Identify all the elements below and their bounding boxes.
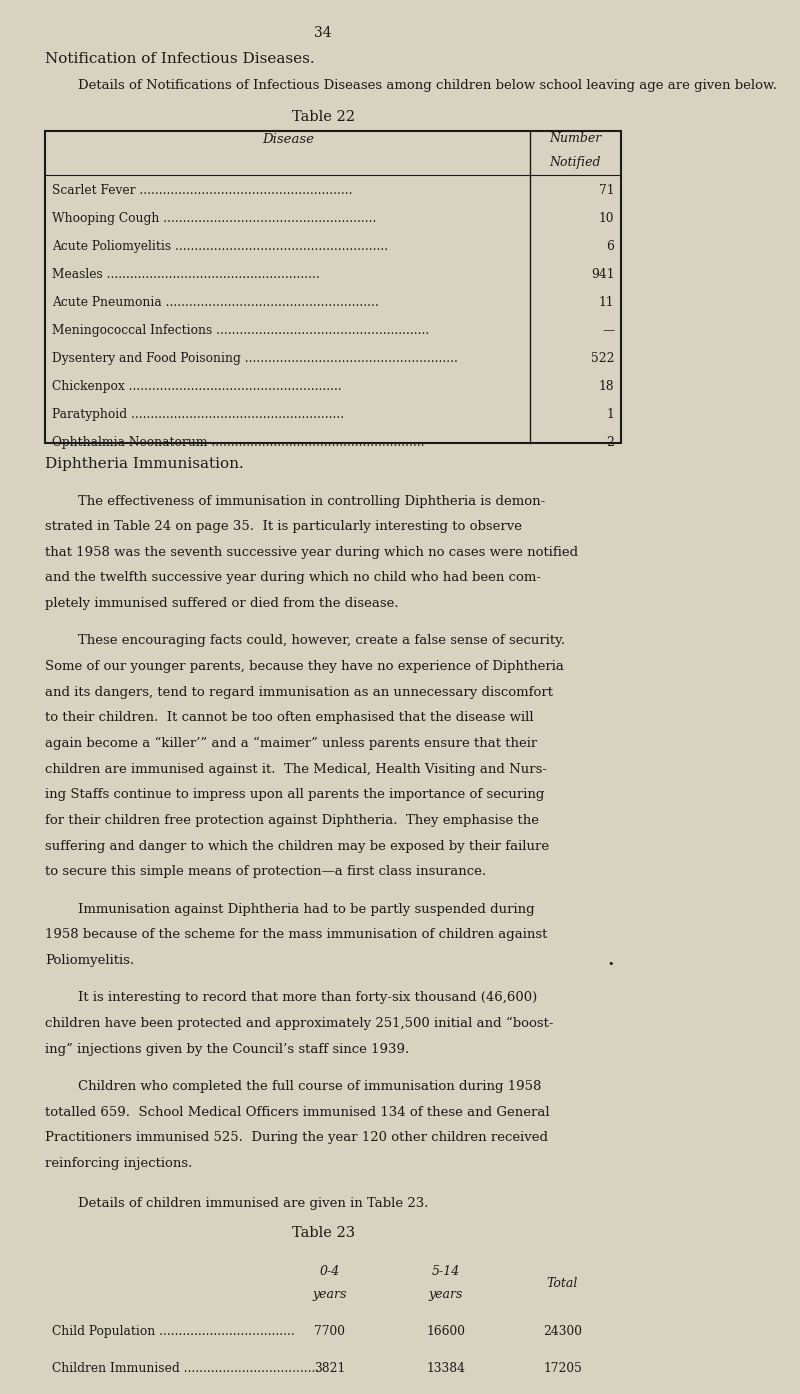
Text: Disease: Disease [262,132,314,146]
Text: 13384: 13384 [426,1362,466,1376]
Text: children are immunised against it.  The Medical, Health Visiting and Nurs-: children are immunised against it. The M… [46,763,547,776]
Text: and the twelfth successive year during which no child who had been com-: and the twelfth successive year during w… [46,572,542,584]
Text: reinforcing injections.: reinforcing injections. [46,1157,193,1170]
Text: children have been protected and approximately 251,500 initial and “boost-: children have been protected and approxi… [46,1018,554,1030]
Text: suffering and danger to which the children may be exposed by their failure: suffering and danger to which the childr… [46,839,550,853]
Text: 17205: 17205 [543,1362,582,1376]
Text: to secure this simple means of protection—a first class insurance.: to secure this simple means of protectio… [46,866,486,878]
Text: years: years [429,1288,463,1301]
Text: 16600: 16600 [426,1324,466,1338]
Text: 5-14: 5-14 [432,1266,460,1278]
Text: —: — [602,325,614,337]
Text: 11: 11 [598,297,614,309]
Text: Number: Number [550,132,602,145]
Text: 3821: 3821 [314,1362,346,1376]
Text: 6: 6 [606,240,614,254]
Text: Practitioners immunised 525.  During the year 120 other children received: Practitioners immunised 525. During the … [46,1132,548,1144]
Text: to their children.  It cannot be too often emphasised that the disease will: to their children. It cannot be too ofte… [46,711,534,725]
Text: Whooping Cough .......................................................: Whooping Cough .........................… [52,212,376,226]
Text: years: years [313,1288,347,1301]
Text: Chickenpox .......................................................: Chickenpox .............................… [52,381,342,393]
Text: 1958 because of the scheme for the mass immunisation of children against: 1958 because of the scheme for the mass … [46,928,548,941]
Text: Details of Notifications of Infectious Diseases among children below school leav: Details of Notifications of Infectious D… [78,79,777,92]
Text: 18: 18 [598,381,614,393]
Text: Poliomyelitis.: Poliomyelitis. [46,953,134,967]
Text: Scarlet Fever .......................................................: Scarlet Fever ..........................… [52,184,352,198]
Text: It is interesting to record that more than forty-six thousand (46,600): It is interesting to record that more th… [78,991,537,1004]
Text: Notification of Infectious Diseases.: Notification of Infectious Diseases. [46,53,315,67]
Text: for their children free protection against Diphtheria.  They emphasise the: for their children free protection again… [46,814,539,827]
Text: Total: Total [547,1277,578,1289]
Text: Meningococcal Infections .......................................................: Meningococcal Infections ...............… [52,325,429,337]
Text: Details of children immunised are given in Table 23.: Details of children immunised are given … [78,1196,428,1210]
Text: The effectiveness of immunisation in controlling Diphtheria is demon-: The effectiveness of immunisation in con… [78,495,545,507]
Text: 7700: 7700 [314,1324,346,1338]
Text: 34: 34 [314,25,332,39]
Text: Children who completed the full course of immunisation during 1958: Children who completed the full course o… [78,1080,541,1093]
Text: Table 23: Table 23 [292,1225,355,1239]
Text: Notified: Notified [550,156,602,169]
Text: 71: 71 [598,184,614,198]
Text: Dysentery and Food Poisoning ...................................................: Dysentery and Food Poisoning ...........… [52,353,458,365]
Text: 522: 522 [590,353,614,365]
Text: ing Staffs continue to impress upon all parents the importance of securing: ing Staffs continue to impress upon all … [46,789,545,802]
Text: pletely immunised suffered or died from the disease.: pletely immunised suffered or died from … [46,597,399,611]
Text: totalled 659.  School Medical Officers immunised 134 of these and General: totalled 659. School Medical Officers im… [46,1105,550,1118]
Text: Immunisation against Diphtheria had to be partly suspended during: Immunisation against Diphtheria had to b… [78,903,534,916]
Text: 1: 1 [606,408,614,421]
Text: and its dangers, tend to regard immunisation as an unnecessary discomfort: and its dangers, tend to regard immunisa… [46,686,554,698]
Text: 10: 10 [598,212,614,226]
Text: Acute Pneumonia .......................................................: Acute Pneumonia ........................… [52,297,378,309]
Text: Children Immunised ...................................: Children Immunised .....................… [52,1362,319,1376]
Text: 941: 941 [590,268,614,282]
Text: ing” injections given by the Council’s staff since 1939.: ing” injections given by the Council’s s… [46,1043,410,1055]
Text: 0-4: 0-4 [320,1266,340,1278]
Text: Child Population ...................................: Child Population .......................… [52,1324,294,1338]
Text: •: • [608,959,614,969]
Text: Some of our younger parents, because they have no experience of Diphtheria: Some of our younger parents, because the… [46,661,564,673]
Text: 24300: 24300 [543,1324,582,1338]
Text: again become a “killer’” and a “maimer” unless parents ensure that their: again become a “killer’” and a “maimer” … [46,737,538,750]
Text: Ophthalmia Neonatorum .......................................................: Ophthalmia Neonatorum ..................… [52,436,424,449]
Text: Measles .......................................................: Measles ................................… [52,268,319,282]
Text: that 1958 was the seventh successive year during which no cases were notified: that 1958 was the seventh successive yea… [46,546,578,559]
Text: Acute Poliomyelitis .......................................................: Acute Poliomyelitis ....................… [52,240,388,254]
Text: Paratyphoid .......................................................: Paratyphoid ............................… [52,408,344,421]
Text: Diphtheria Immunisation.: Diphtheria Immunisation. [46,457,244,471]
Text: 2: 2 [606,436,614,449]
Text: These encouraging facts could, however, create a false sense of security.: These encouraging facts could, however, … [78,634,565,647]
Text: Table 22: Table 22 [292,110,355,124]
Text: strated in Table 24 on page 35.  It is particularly interesting to observe: strated in Table 24 on page 35. It is pa… [46,520,522,533]
